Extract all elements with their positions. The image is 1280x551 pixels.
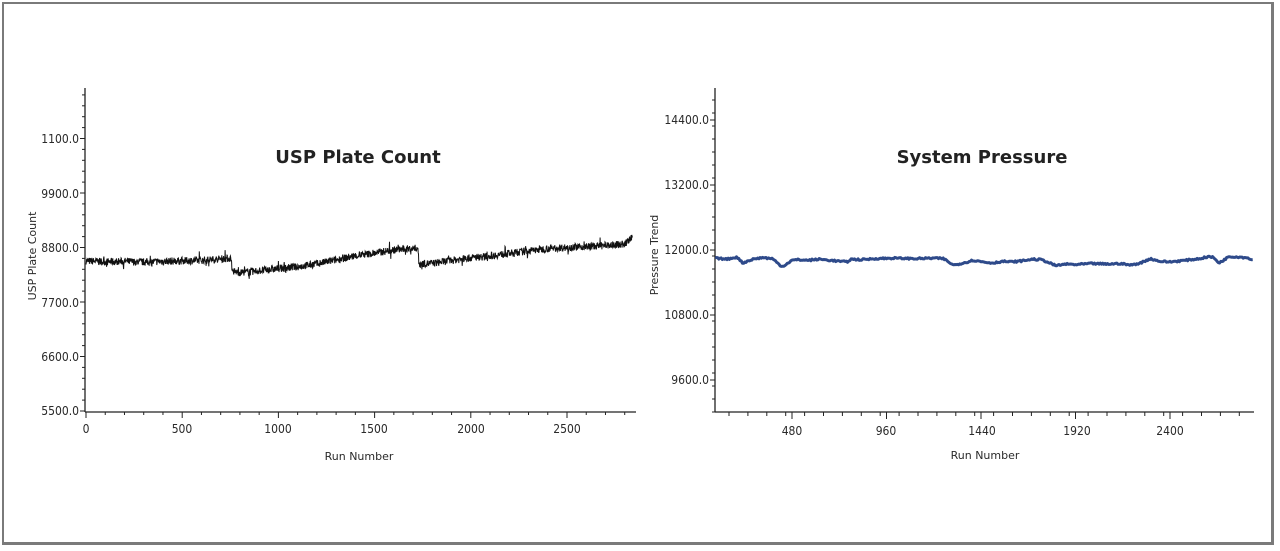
- y-tick-label: 9900.0: [41, 187, 79, 201]
- y-tick-label: 1100.0: [41, 132, 79, 146]
- y-axis-ticks: [710, 99, 715, 413]
- x-axis-ticks: [728, 412, 1240, 419]
- x-tick-label: 2000: [457, 422, 485, 436]
- y-axis-title: USP Plate Count: [26, 211, 39, 301]
- y-tick-label: 7700.0: [41, 296, 79, 310]
- x-tick-label: 2400: [1156, 424, 1184, 438]
- x-tick-label: 1500: [360, 422, 388, 436]
- x-tick-label: 2500: [553, 422, 581, 436]
- y-tick-label: 9600.0: [671, 373, 709, 387]
- y-tick-label: 14400.0: [664, 113, 709, 127]
- x-tick-label: 1000: [264, 422, 292, 436]
- chart-title: USP Plate Count: [275, 147, 441, 168]
- usp-plate-count-chart: USP Plate Count 1100.0 9900.0 8800.0 770…: [26, 88, 636, 463]
- plate-count-line: [85, 234, 633, 279]
- pressure-trend-line: [714, 254, 1253, 268]
- figure-frame: [2, 2, 1274, 545]
- y-tick-label: 13200.0: [664, 178, 709, 192]
- chart-title: System Pressure: [897, 147, 1068, 168]
- x-tick-label: 960: [876, 424, 897, 438]
- y-axis-ticks: [80, 94, 85, 412]
- y-tick-label: 8800.0: [41, 241, 79, 255]
- x-axis-title: Run Number: [951, 449, 1020, 462]
- y-tick-label: 10800.0: [664, 308, 709, 322]
- x-tick-label: 1920: [1063, 424, 1091, 438]
- x-tick-label: 1440: [968, 424, 996, 438]
- x-tick-label: 480: [782, 424, 803, 438]
- x-axis-title: Run Number: [325, 450, 394, 463]
- y-tick-label: 12000.0: [664, 243, 709, 257]
- y-tick-label: 6600.0: [41, 350, 79, 364]
- x-tick-label: 0: [83, 422, 90, 436]
- y-tick-label: 5500.0: [41, 404, 79, 418]
- system-pressure-chart: System Pressure 14400.0 13200.0 12000.0 …: [648, 88, 1254, 462]
- x-tick-label: 500: [172, 422, 193, 436]
- x-axis-ticks: [85, 412, 626, 418]
- y-axis-title: Pressure Trend: [648, 215, 661, 296]
